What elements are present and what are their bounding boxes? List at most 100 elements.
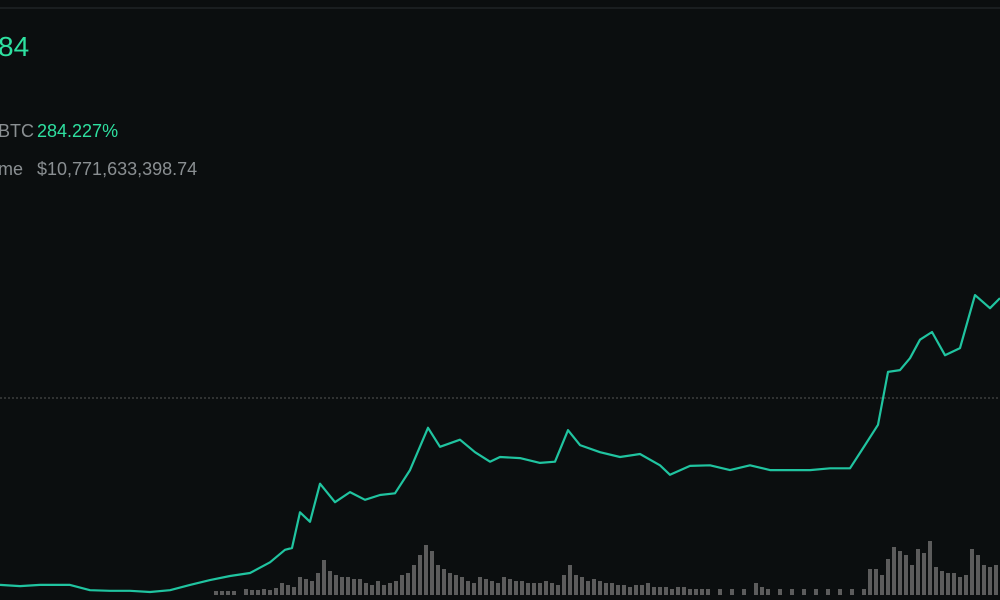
volume-bar — [400, 575, 404, 595]
volume-bar — [664, 587, 668, 595]
volume-bar — [568, 565, 572, 595]
volume-bar — [952, 573, 956, 595]
volume-bar — [628, 587, 632, 595]
volume-bar — [262, 589, 266, 595]
volume-bar — [604, 583, 608, 595]
volume-bar — [214, 591, 218, 595]
volume-bar — [244, 589, 248, 595]
volume-bar — [418, 555, 422, 595]
volume-bar — [928, 541, 932, 595]
volume-bar — [520, 581, 524, 595]
volume-bar — [886, 559, 890, 595]
volume-bar — [850, 589, 854, 595]
volume-bar — [958, 577, 962, 595]
volume-bar — [460, 577, 464, 595]
volume-bar — [700, 589, 704, 595]
volume-bar — [904, 555, 908, 595]
volume-bar — [910, 565, 914, 595]
volume-bar — [790, 589, 794, 595]
volume-bar — [352, 579, 356, 595]
volume-bar — [430, 551, 434, 595]
volume-bar — [892, 547, 896, 595]
volume-bar — [922, 553, 926, 595]
volume-bar — [382, 585, 386, 595]
volume-bar — [466, 581, 470, 595]
volume-bar — [940, 571, 944, 595]
change-label: BTC — [0, 121, 34, 141]
volume-bar — [706, 589, 710, 595]
volume-bar — [334, 575, 338, 595]
volume-bar — [586, 581, 590, 595]
volume-bar — [472, 583, 476, 595]
volume-bar — [436, 565, 440, 595]
volume-bar — [490, 581, 494, 595]
volume-bar — [340, 577, 344, 595]
volume-bar — [718, 589, 722, 595]
volume-bar — [412, 565, 416, 595]
volume-bar — [778, 589, 782, 595]
volume-bar — [982, 565, 986, 595]
volume-bar — [814, 589, 818, 595]
volume-bar — [880, 575, 884, 595]
volume-bar — [502, 577, 506, 595]
volume-bar — [916, 549, 920, 595]
volume-bar — [370, 585, 374, 595]
volume-bar — [478, 577, 482, 595]
volume-bar — [994, 565, 998, 595]
volume-bar — [280, 583, 284, 595]
volume-bar — [742, 589, 746, 595]
price: 84 — [0, 31, 29, 62]
volume-bar — [220, 591, 224, 595]
volume-bar — [760, 587, 764, 595]
volume-bar — [838, 589, 842, 595]
volume-bar — [250, 590, 254, 595]
volume-bar — [616, 585, 620, 595]
volume-bar — [988, 567, 992, 595]
volume-bar — [964, 575, 968, 595]
volume-bar — [730, 589, 734, 595]
volume-bar — [754, 583, 758, 595]
volume-bar — [946, 573, 950, 595]
volume-bar — [688, 589, 692, 595]
volume-bar — [232, 591, 236, 595]
volume-bar — [514, 581, 518, 595]
volume-label: me — [0, 159, 23, 179]
volume-bar — [454, 575, 458, 595]
volume-bar — [640, 585, 644, 595]
volume-bar — [550, 583, 554, 595]
chart — [0, 294, 1000, 595]
volume-bar — [622, 585, 626, 595]
volume-bar — [670, 589, 674, 595]
volume-bar — [976, 555, 980, 595]
volume-bar — [970, 549, 974, 595]
volume-bar — [868, 569, 872, 595]
volume-bar — [574, 575, 578, 595]
volume-bar — [292, 587, 296, 595]
volume-bar — [676, 587, 680, 595]
volume-bar — [634, 585, 638, 595]
volume-bar — [556, 585, 560, 595]
volume-bar — [646, 583, 650, 595]
volume-bar — [274, 588, 278, 595]
volume-bar — [682, 587, 686, 595]
volume-value: $10,771,633,398.74 — [37, 159, 197, 179]
volume-bar — [484, 579, 488, 595]
volume-bar — [658, 587, 662, 595]
volume-bar — [424, 545, 428, 595]
volume-bar — [532, 583, 536, 595]
volume-bar — [406, 573, 410, 595]
volume-bar — [652, 587, 656, 595]
volume-bar — [286, 585, 290, 595]
volume-bar — [328, 571, 332, 595]
volume-bar — [448, 573, 452, 595]
volume-bar — [442, 569, 446, 595]
volume-bar — [862, 589, 866, 595]
volume-bar — [826, 589, 830, 595]
volume-bar — [598, 581, 602, 595]
volume-bar — [934, 567, 938, 595]
volume-bar — [322, 560, 326, 595]
volume-bar — [610, 583, 614, 595]
volume-bar — [268, 590, 272, 595]
